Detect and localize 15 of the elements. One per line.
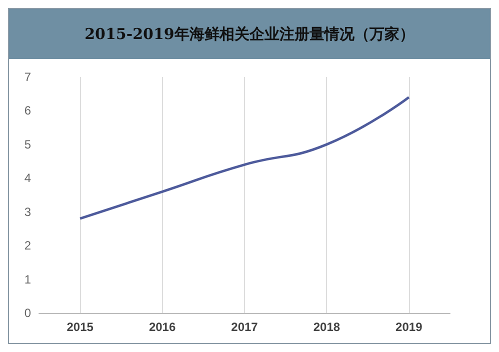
x-tick-label: 2018 xyxy=(313,320,340,334)
x-tick-label: 2019 xyxy=(396,320,423,334)
x-tick-label: 2015 xyxy=(66,320,94,334)
y-tick-label: 4 xyxy=(24,171,32,186)
y-tick-label: 1 xyxy=(24,272,32,286)
x-tick-label: 2017 xyxy=(231,320,258,334)
y-tick-label: 7 xyxy=(24,70,32,84)
y-tick-label: 2 xyxy=(24,238,32,253)
y-tick-label: 0 xyxy=(24,306,32,320)
y-tick-label: 3 xyxy=(24,204,32,219)
y-tick-label: 6 xyxy=(24,104,32,118)
y-tick-label: 5 xyxy=(24,137,32,152)
chart-title: 2015-2019年海鲜相关企业注册量情况（万家） xyxy=(9,9,490,59)
line-series xyxy=(78,96,410,220)
x-tick-label: 2016 xyxy=(148,320,176,334)
